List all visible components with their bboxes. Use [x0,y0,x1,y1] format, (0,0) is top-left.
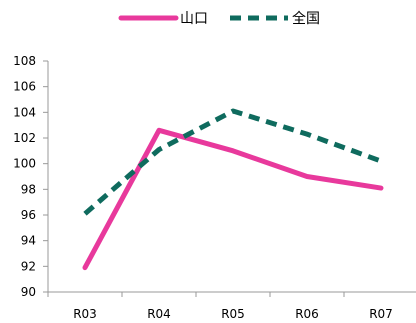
y-tick-label: 94 [21,234,36,248]
x-tick-label: R04 [147,307,171,321]
legend-label-yamaguchi: 山口 [180,11,208,27]
x-axis: R03 R04 R05 R06 R07 [47,291,416,321]
y-tick-label: 108 [13,54,36,68]
x-tick-label: R07 [369,307,393,321]
y-tick-label: 100 [13,157,36,171]
y-axis: 90 92 94 96 98 100 102 104 106 108 [13,54,49,299]
x-tick-label: R05 [221,307,245,321]
x-tick-label: R06 [295,307,319,321]
legend-label-national: 全国 [292,10,320,27]
plot-series [82,108,384,271]
y-tick-label: 102 [13,131,36,145]
y-tick-label: 90 [21,285,36,299]
y-tick-label: 92 [21,259,36,273]
y-tick-label: 106 [13,80,36,94]
series-line-0 [82,127,384,271]
legend: 山口 全国 [118,10,320,27]
y-tick-label: 96 [21,208,36,222]
y-tick-label: 104 [13,105,36,119]
y-tick-label: 98 [21,182,36,196]
x-tick-label: R03 [73,307,97,321]
series-line-1 [83,108,382,216]
